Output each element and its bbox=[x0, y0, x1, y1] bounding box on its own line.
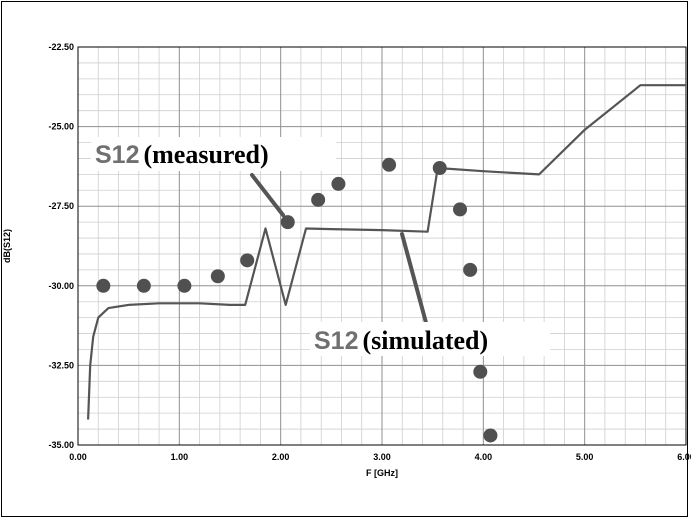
leader-line-simulated bbox=[400, 232, 430, 332]
annotation-measured-text: S12 (measured) bbox=[95, 140, 269, 169]
x-tick-label: 4.00 bbox=[475, 452, 493, 462]
annotation-measured-bg bbox=[91, 137, 336, 171]
annotation-measured-s12: S12 bbox=[95, 141, 139, 169]
y-axis-label: dB(S12) bbox=[2, 229, 12, 263]
annotation-measured: S12 (measured) bbox=[91, 137, 336, 171]
axis-ticks: 0.00 1.00 2.00 3.00 4.00 5.00 6.00 -22.50 -25.00… bbox=[48, 42, 691, 462]
annotation-simulated-bg bbox=[310, 322, 550, 356]
data-point-measured bbox=[96, 278, 111, 293]
data-point-measured bbox=[483, 428, 498, 443]
data-point-measured bbox=[311, 192, 326, 207]
x-tick-label: 0.00 bbox=[69, 452, 87, 462]
leader-line-measured bbox=[250, 173, 285, 217]
annotation-simulated-text: S12 (simulated) bbox=[314, 326, 488, 355]
x-tick-label: 2.00 bbox=[272, 452, 290, 462]
data-point-measured bbox=[473, 364, 488, 379]
x-tick-label: 1.00 bbox=[171, 452, 189, 462]
annotation-simulated: S12 (simulated) bbox=[310, 322, 550, 356]
data-point-measured bbox=[136, 278, 151, 293]
plot-border bbox=[77, 46, 687, 446]
data-point-measured bbox=[453, 202, 468, 217]
data-point-measured bbox=[463, 262, 478, 277]
annotation-leaders bbox=[250, 173, 430, 332]
y-tick-label: -27.50 bbox=[48, 201, 74, 211]
annotation-measured-rest: (measured) bbox=[143, 140, 268, 169]
data-point-measured bbox=[331, 176, 346, 191]
annotation-simulated-rest: (simulated) bbox=[362, 326, 488, 355]
x-tick-label: 5.00 bbox=[576, 452, 594, 462]
data-point-measured bbox=[177, 278, 192, 293]
x-tick-label: 3.00 bbox=[373, 452, 391, 462]
data-point-measured bbox=[382, 157, 397, 172]
y-tick-label: -35.00 bbox=[48, 440, 74, 450]
data-point-measured bbox=[432, 160, 447, 175]
y-tick-label: -30.00 bbox=[48, 281, 74, 291]
y-tick-label: -22.50 bbox=[48, 42, 74, 52]
annotation-simulated-s12: S12 bbox=[314, 327, 358, 355]
y-tick-label: -32.50 bbox=[48, 360, 74, 370]
data-point-measured bbox=[210, 269, 225, 284]
data-point-measured bbox=[280, 215, 295, 230]
y-tick-label: -25.00 bbox=[48, 122, 74, 132]
x-tick-label: 6.00 bbox=[677, 452, 691, 462]
data-point-measured bbox=[240, 253, 255, 268]
x-axis-label: F [GHz] bbox=[366, 468, 398, 478]
series-points-measured bbox=[96, 157, 498, 443]
series-line-simulated bbox=[87, 84, 686, 420]
